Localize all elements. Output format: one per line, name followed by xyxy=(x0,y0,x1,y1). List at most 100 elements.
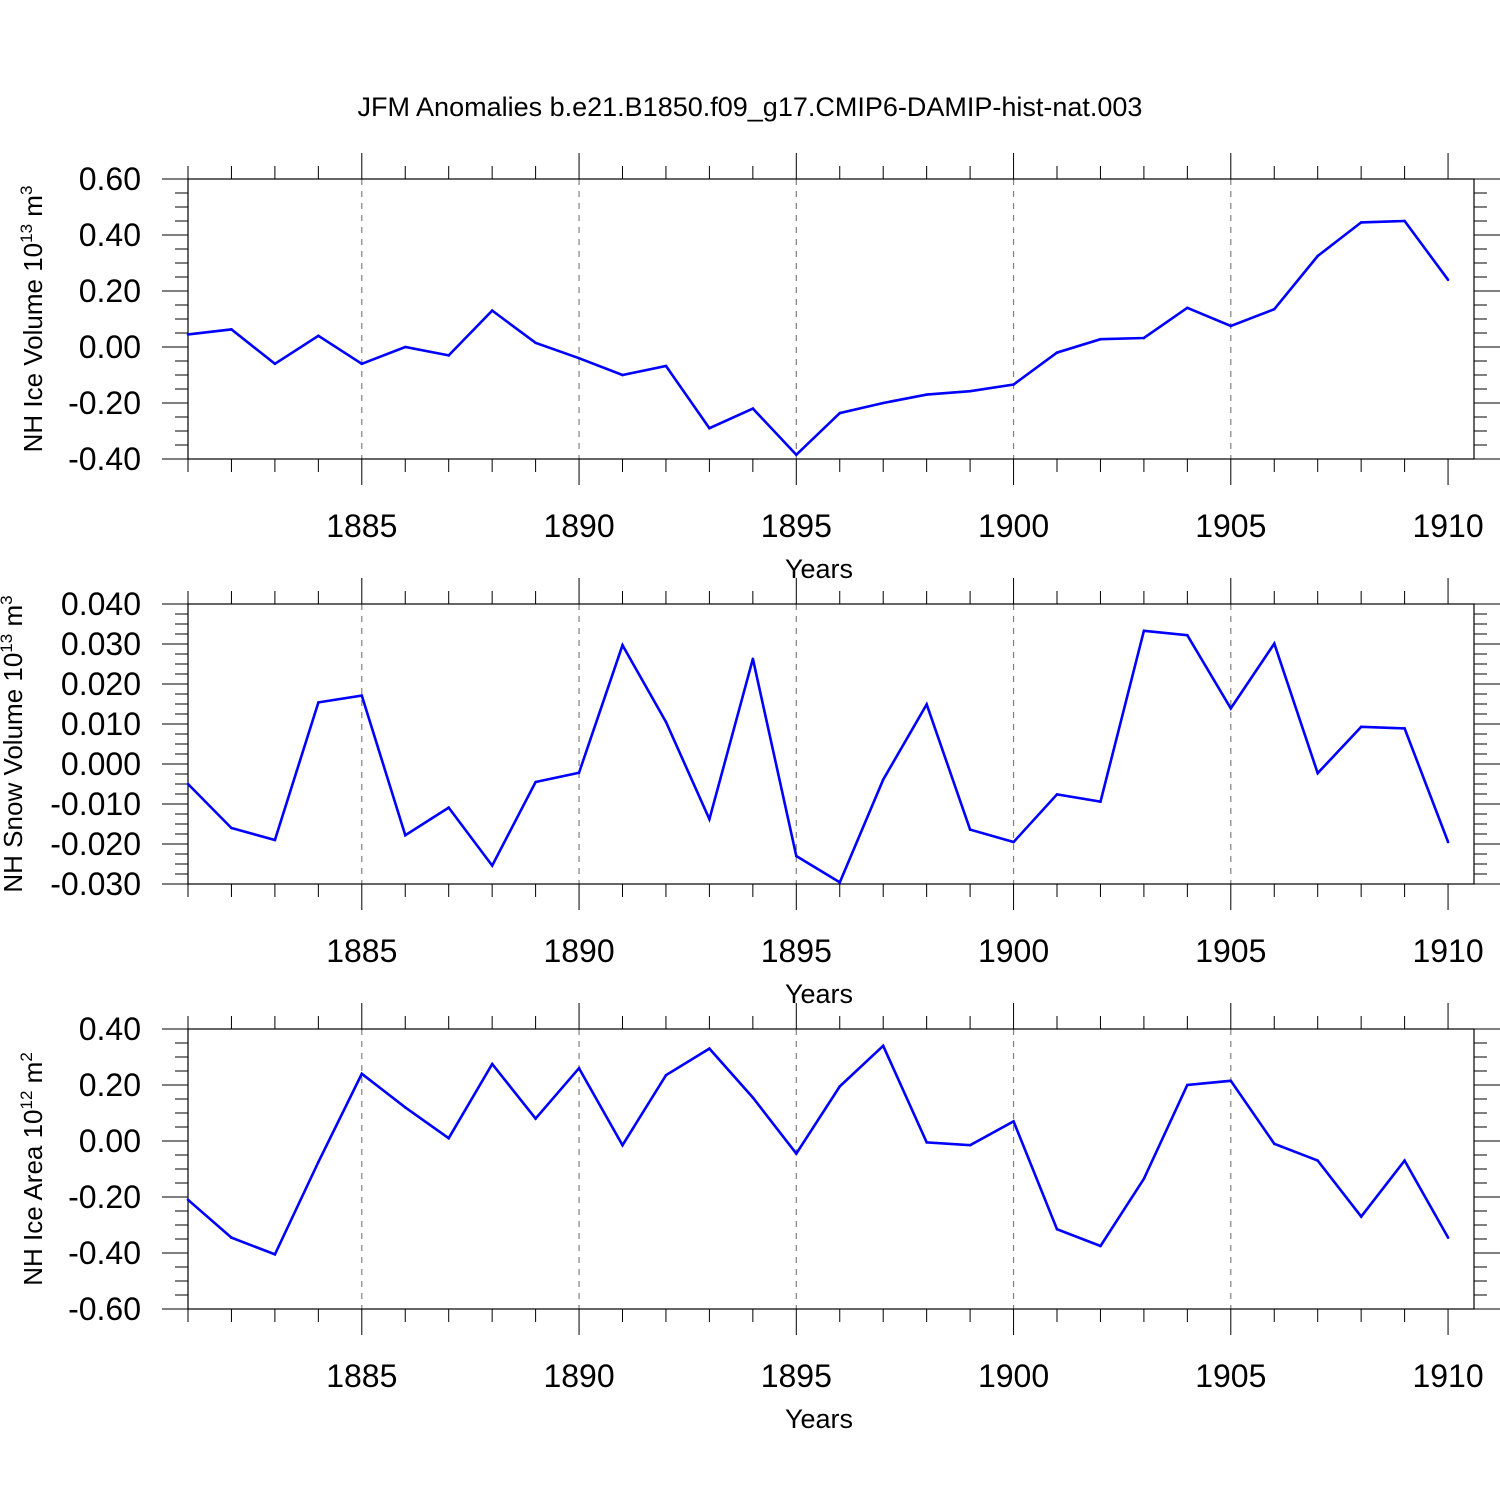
data-point xyxy=(1142,629,1146,633)
data-point xyxy=(925,393,928,396)
data-point xyxy=(621,373,624,377)
panel-2: -0.030 -0.020 -0.010 0.000 0.010 0.020 0.030 0.… xyxy=(0,578,1500,1009)
data-point xyxy=(1272,642,1276,645)
x-tick-label: 1910 xyxy=(1412,1358,1483,1394)
x-tick-label: 1910 xyxy=(1412,508,1483,544)
data-point xyxy=(1012,840,1015,844)
y-tick-label: 0.000 xyxy=(61,746,141,782)
data-point xyxy=(230,1236,233,1239)
y-tick-label: -0.20 xyxy=(68,385,141,421)
data-point xyxy=(1446,1236,1450,1239)
x-axis-label: Years xyxy=(785,1404,853,1434)
data-point xyxy=(1446,278,1450,282)
data-point xyxy=(881,778,885,781)
data-point xyxy=(360,362,364,366)
data-point xyxy=(360,694,364,697)
y-tick-label: 0.20 xyxy=(79,1067,141,1103)
data-point xyxy=(403,345,407,349)
y-tick-label: -0.40 xyxy=(68,441,141,477)
data-point xyxy=(1272,1142,1276,1146)
y-axis-label: NH Ice Area 1012 m2 xyxy=(17,1052,48,1286)
data-point xyxy=(751,407,755,410)
x-tick-label: 1885 xyxy=(326,1358,397,1394)
data-point xyxy=(577,356,581,360)
x-tick-label: 1890 xyxy=(543,508,614,544)
data-point xyxy=(447,806,451,809)
panel-1: -0.40 -0.20 0.00 0.20 0.40 0.60 1885 1890 1895 19… xyxy=(17,153,1500,584)
data-point xyxy=(490,1062,494,1066)
panel-3: -0.60 -0.40 -0.20 0.00 0.20 0.40 1885 1890 1895 1… xyxy=(17,1003,1500,1434)
data-point xyxy=(317,1160,320,1164)
y-tick-label: 0.00 xyxy=(79,329,141,365)
y-tick-label: 0.60 xyxy=(79,161,141,197)
x-tick-label: 1885 xyxy=(326,508,397,544)
x-tick-label: 1900 xyxy=(978,933,1049,969)
chart-title: JFM Anomalies b.e21.B1850.f09_g17.CMIP6-… xyxy=(358,92,1143,122)
x-tick-label: 1890 xyxy=(543,1358,614,1394)
data-point xyxy=(708,817,711,821)
data-point xyxy=(838,411,842,415)
data-point xyxy=(534,341,537,345)
data-point xyxy=(360,1072,364,1076)
data-point xyxy=(577,1066,581,1070)
data-point xyxy=(1186,306,1189,310)
x-axis-label: Years xyxy=(785,979,853,1009)
data-point xyxy=(403,1106,407,1109)
y-tick-label: 0.010 xyxy=(61,706,141,742)
data-point xyxy=(186,333,190,336)
data-point xyxy=(795,1152,798,1155)
data-point xyxy=(1186,633,1189,637)
x-axis-label: Years xyxy=(785,554,853,584)
x-tick-label: 1905 xyxy=(1195,1358,1266,1394)
data-point xyxy=(795,854,798,858)
x-tick-label: 1885 xyxy=(326,933,397,969)
x-tick-label: 1890 xyxy=(543,933,614,969)
data-point xyxy=(1359,1215,1363,1218)
x-tick-label: 1895 xyxy=(761,933,832,969)
data-point xyxy=(447,354,451,357)
data-point xyxy=(1055,351,1059,354)
data-point xyxy=(1099,800,1102,803)
x-tick-label: 1895 xyxy=(761,508,832,544)
data-point xyxy=(1403,219,1406,223)
y-tick-label: 0.20 xyxy=(79,273,141,309)
x-tick-label: 1905 xyxy=(1195,933,1266,969)
data-point xyxy=(1446,840,1450,844)
data-point xyxy=(664,720,668,724)
data-point xyxy=(230,328,233,331)
y-tick-label: 0.030 xyxy=(61,626,141,662)
x-tick-label: 1900 xyxy=(978,1358,1049,1394)
data-point xyxy=(317,701,320,704)
data-point xyxy=(273,1253,277,1256)
data-point xyxy=(1229,707,1233,710)
data-point xyxy=(1229,324,1233,328)
data-point xyxy=(1055,793,1059,796)
data-point xyxy=(317,334,320,338)
data-point xyxy=(838,1085,842,1088)
plot-frame xyxy=(187,1028,1475,1310)
data-point xyxy=(1403,727,1406,730)
data-point xyxy=(1055,1227,1059,1231)
y-tick-label: -0.030 xyxy=(50,866,141,902)
data-point xyxy=(664,1073,668,1077)
data-point xyxy=(186,1198,190,1202)
x-tick-label: 1905 xyxy=(1195,508,1266,544)
data-point xyxy=(708,426,711,430)
y-tick-label: 0.00 xyxy=(79,1123,141,1159)
data-point xyxy=(1359,221,1363,224)
y-tick-label: -0.60 xyxy=(68,1291,141,1327)
data-point xyxy=(1099,337,1102,341)
y-tick-label: -0.020 xyxy=(50,826,141,862)
data-point xyxy=(1186,1083,1189,1087)
y-tick-label: 0.020 xyxy=(61,666,141,702)
data-point xyxy=(621,1143,624,1147)
series-line xyxy=(187,219,1450,457)
data-point xyxy=(1142,336,1146,340)
panels: -0.40 -0.20 0.00 0.20 0.40 0.60 1885 1890 1895 19… xyxy=(0,153,1500,1434)
data-point xyxy=(881,401,885,405)
data-point xyxy=(534,1117,537,1120)
plot-frame xyxy=(187,178,1475,460)
data-point xyxy=(795,453,798,457)
data-point xyxy=(968,828,972,831)
data-point xyxy=(1229,1079,1233,1083)
